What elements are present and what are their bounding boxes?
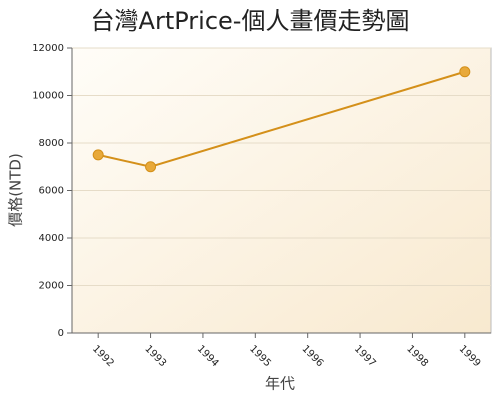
y-tick-label: 6000 — [39, 186, 64, 197]
x-axis-label: 年代 — [265, 375, 295, 393]
x-tick-label: 1999 — [457, 343, 483, 369]
y-tick-label: 8000 — [39, 138, 64, 149]
x-tick-label: 1993 — [142, 343, 168, 369]
y-tick-label: 12000 — [32, 43, 64, 54]
x-tick-label: 1996 — [299, 343, 325, 369]
x-tick-label: 1995 — [247, 343, 273, 369]
x-tick-label: 1994 — [195, 343, 221, 369]
x-tick-label: 1992 — [90, 343, 116, 369]
y-axis-label: 價格(NTD) — [7, 153, 25, 227]
x-tick-label: 1998 — [404, 343, 430, 369]
y-tick-label: 0 — [58, 328, 64, 339]
y-tick-label: 2000 — [39, 281, 64, 292]
point — [145, 161, 157, 173]
point — [459, 66, 471, 78]
y-tick-label: 10000 — [32, 91, 64, 102]
chart-title: 台灣ArtPrice-個人畫價走勢圖 — [91, 7, 410, 35]
point — [92, 149, 104, 161]
y-tick-label: 4000 — [39, 233, 64, 244]
x-tick-label: 1997 — [352, 343, 378, 369]
